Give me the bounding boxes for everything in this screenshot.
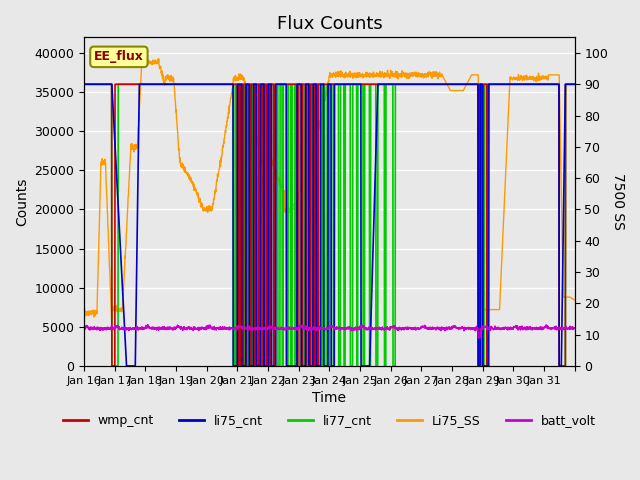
Y-axis label: Counts: Counts [15,178,29,226]
X-axis label: Time: Time [312,391,346,405]
Legend: wmp_cnt, li75_cnt, li77_cnt, Li75_SS, batt_volt: wmp_cnt, li75_cnt, li77_cnt, Li75_SS, ba… [58,409,601,432]
Text: EE_flux: EE_flux [94,50,144,63]
Title: Flux Counts: Flux Counts [276,15,382,33]
Y-axis label: 7500 SS: 7500 SS [611,173,625,230]
